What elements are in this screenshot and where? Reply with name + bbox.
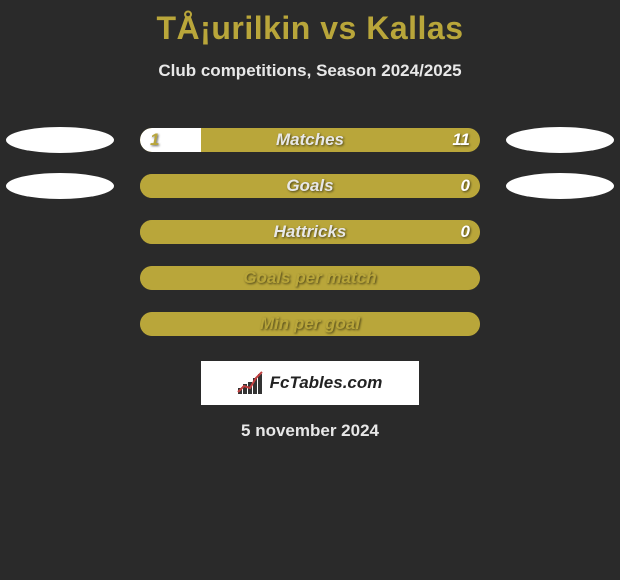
bar-right-fill [140, 220, 480, 244]
logo-text: FcTables.com [270, 373, 383, 393]
stat-row-goals: Goals 0 [0, 163, 620, 209]
bar-track: Min per goal [140, 312, 480, 336]
stat-rows: 1 Matches 11 Goals 0 Hatt [0, 117, 620, 347]
bar-track: Hattricks 0 [140, 220, 480, 244]
stat-row-min-per-goal: Min per goal [0, 301, 620, 347]
comparison-infographic: TÅ¡urilkin vs Kallas Club competitions, … [0, 0, 620, 580]
logo-box: FcTables.com [201, 361, 419, 405]
left-oval [6, 173, 114, 199]
logo-line-icon [236, 368, 266, 398]
stat-row-matches: 1 Matches 11 [0, 117, 620, 163]
right-oval [506, 127, 614, 153]
bar-right-fill [140, 174, 480, 198]
bar-track: Goals 0 [140, 174, 480, 198]
bar-track: Goals per match [140, 266, 480, 290]
logo-chart-icon [238, 372, 266, 394]
left-oval [6, 127, 114, 153]
bar-center-fill [140, 266, 480, 290]
bar-left-fill [140, 128, 201, 152]
date-text: 5 november 2024 [0, 421, 620, 441]
bar-center-fill [140, 312, 480, 336]
right-oval [506, 173, 614, 199]
stat-row-goals-per-match: Goals per match [0, 255, 620, 301]
page-title: TÅ¡urilkin vs Kallas [0, 0, 620, 47]
stat-row-hattricks: Hattricks 0 [0, 209, 620, 255]
bar-track: 1 Matches 11 [140, 128, 480, 152]
bar-right-fill [201, 128, 480, 152]
subtitle: Club competitions, Season 2024/2025 [0, 61, 620, 81]
